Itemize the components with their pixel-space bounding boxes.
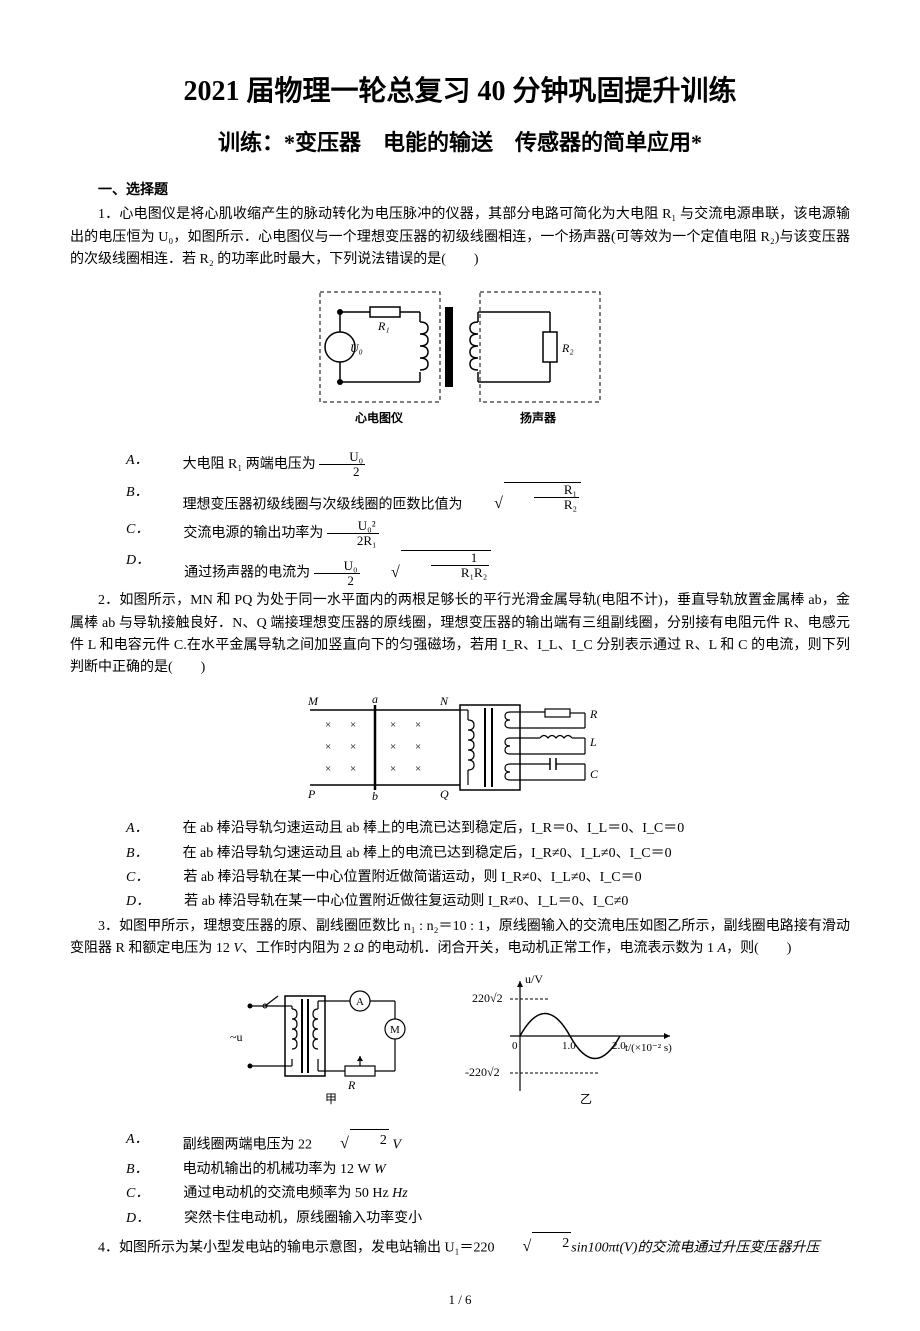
svg-text:×: ×	[415, 741, 421, 753]
svg-text:R₁: R₁	[377, 319, 390, 333]
svg-text:C: C	[590, 767, 599, 781]
svg-text:×: ×	[390, 763, 396, 775]
svg-text:Q: Q	[440, 787, 449, 801]
q2-figure: M N P Q a b × × × × × × × × × × × ×	[70, 690, 850, 808]
svg-text:心电图仪: 心电图仪	[355, 410, 404, 425]
q2-opt-b: 在 ab 棒沿导轨匀速运动且 ab 棒上的电流已达到稳定后，I_R≠0、I_L≠…	[155, 843, 850, 865]
q3-figure: ~u A M	[70, 971, 850, 1119]
svg-text:扬声器: 扬声器	[520, 410, 557, 425]
svg-text:L: L	[589, 735, 597, 749]
svg-text:R: R	[347, 1078, 356, 1092]
q2-opt-c: 若 ab 棒沿导轨在某一中心位置附近做简谐运动，则 I_R≠0、I_L≠0、I_…	[155, 867, 850, 889]
svg-text:t/(×10⁻² s): t/(×10⁻² s)	[625, 1042, 672, 1054]
svg-text:U₀: U₀	[350, 341, 363, 355]
svg-text:×: ×	[390, 741, 396, 753]
svg-text:0: 0	[512, 1040, 518, 1052]
q2-opt-d: 若 ab 棒沿导轨在某一中心位置附近做往复运动则 I_R≠0、I_L＝0、I_C…	[156, 891, 850, 913]
svg-text:R₂: R₂	[561, 341, 574, 355]
q4-stem: 4．如图所示为某小型发电站的输电示意图，发电站输出 U₁＝2202sin100π…	[70, 1232, 850, 1260]
opt-tag: C．	[70, 519, 149, 541]
svg-text:N: N	[439, 694, 449, 708]
q3-opt-c: 通过电动机的交流电频率为 50 Hz Hz	[155, 1183, 850, 1205]
svg-text:×: ×	[350, 741, 356, 753]
svg-text:u/V: u/V	[525, 972, 543, 986]
section-heading: 一、选择题	[70, 180, 850, 202]
q1-opt-b: 理想变压器初级线圈与次级线圈的匝数比值为 R₁R₂	[155, 482, 850, 517]
q3-opt-d: 突然卡住电动机，原线圈输入功率变小	[156, 1208, 850, 1230]
svg-text:A: A	[356, 996, 364, 1008]
svg-text:b: b	[372, 789, 378, 803]
q1-options: A． 大电阻 R₁ 两端电压为 U₀2 B． 理想变压器初级线圈与次级线圈的匝数…	[70, 450, 850, 588]
svg-text:1.0: 1.0	[562, 1040, 576, 1052]
q3-opt-b: 电动机输出的机械功率为 12 W W	[155, 1159, 850, 1181]
svg-text:甲: 甲	[325, 1092, 337, 1106]
svg-text:-220√2: -220√2	[465, 1065, 500, 1079]
svg-text:×: ×	[350, 763, 356, 775]
q1-figure: U₀ R₁ R₂ 心电图仪 扬声器	[70, 282, 850, 440]
main-title: 2021 届物理一轮总复习 40 分钟巩固提升训练	[70, 70, 850, 115]
page-number: 1 / 6	[70, 1290, 850, 1311]
svg-text:a: a	[372, 692, 378, 706]
q1-opt-a: 大电阻 R₁ 两端电压为 U₀2	[155, 450, 850, 480]
svg-text:×: ×	[325, 763, 331, 775]
svg-text:×: ×	[415, 763, 421, 775]
sub-title: 训练：*变压器 电能的输送 传感器的简单应用*	[70, 125, 850, 160]
svg-text:P: P	[307, 787, 316, 801]
svg-text:×: ×	[325, 719, 331, 731]
svg-text:R: R	[589, 707, 598, 721]
opt-tag: B．	[70, 482, 149, 504]
q3-opt-a: 副线圈两端电压为 222 V	[155, 1129, 850, 1157]
q2-options: A．在 ab 棒沿导轨匀速运动且 ab 棒上的电流已达到稳定后，I_R＝0、I_…	[70, 818, 850, 914]
q3-options: A． 副线圈两端电压为 222 V B．电动机输出的机械功率为 12 W W C…	[70, 1129, 850, 1230]
q2-stem: 2．如图所示，MN 和 PQ 为处于同一水平面内的两根足够长的平行光滑金属导轨(…	[70, 590, 850, 680]
q1-stem: 1．心电图仪是将心肌收缩产生的脉动转化为电压脉冲的仪器，其部分电路可简化为大电阻…	[70, 204, 850, 271]
svg-text:220√2: 220√2	[472, 991, 503, 1005]
svg-text:×: ×	[415, 719, 421, 731]
q3-stem: 3．如图甲所示，理想变压器的原、副线圈匝数比 n₁ : n₂＝10 : 1，原线…	[70, 916, 850, 961]
svg-text:M: M	[390, 1024, 400, 1036]
q1-opt-d: 通过扬声器的电流为 U₀2 1R₁R₂	[156, 550, 850, 588]
svg-text:~u: ~u	[230, 1030, 243, 1044]
opt-tag: A．	[70, 450, 149, 472]
svg-text:M: M	[307, 694, 319, 708]
q2-opt-a: 在 ab 棒沿导轨匀速运动且 ab 棒上的电流已达到稳定后，I_R＝0、I_L＝…	[155, 818, 850, 840]
svg-text:乙: 乙	[580, 1092, 592, 1106]
svg-text:×: ×	[390, 719, 396, 731]
svg-text:×: ×	[325, 741, 331, 753]
q1-opt-c: 交流电源的输出功率为 U₀²2R₁	[155, 519, 850, 549]
opt-tag: D．	[70, 550, 150, 572]
svg-text:×: ×	[350, 719, 356, 731]
